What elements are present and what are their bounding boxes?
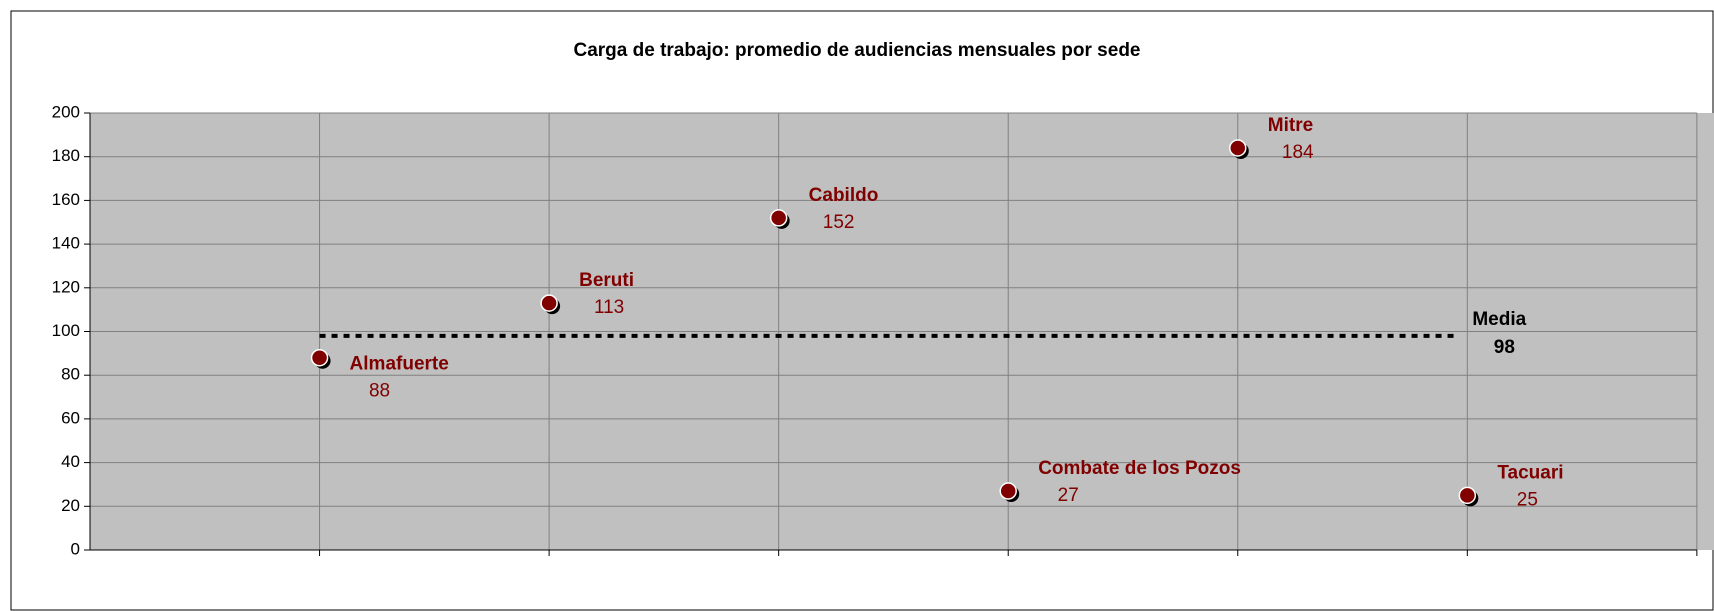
y-tick-label: 20 bbox=[61, 496, 80, 515]
point bbox=[1229, 139, 1247, 157]
point-name: Tacuari bbox=[1497, 462, 1563, 483]
point-value: 113 bbox=[594, 297, 624, 318]
point bbox=[310, 348, 329, 367]
point bbox=[1458, 486, 1477, 505]
chart-title: Carga de trabajo: promedio de audiencias… bbox=[573, 40, 1140, 61]
y-tick-label: 60 bbox=[61, 408, 80, 427]
mean-label: Media bbox=[1472, 309, 1526, 330]
point-value: 88 bbox=[369, 381, 390, 402]
point bbox=[769, 209, 788, 227]
point-name: Almafuerte bbox=[350, 354, 449, 375]
y-tick-label: 100 bbox=[52, 321, 80, 340]
y-tick-label: 180 bbox=[52, 146, 80, 165]
y-tick-label: 140 bbox=[52, 234, 80, 253]
y-tick-label: 160 bbox=[52, 190, 80, 209]
point-value: 152 bbox=[823, 212, 855, 233]
point-value: 27 bbox=[1058, 485, 1079, 506]
point-value: 184 bbox=[1282, 142, 1314, 163]
y-tick-label: 0 bbox=[71, 539, 80, 558]
y-tick-label: 200 bbox=[52, 102, 80, 121]
point-name: Mitre bbox=[1268, 115, 1313, 136]
point-name: Combate de los Pozos bbox=[1038, 458, 1241, 479]
point-name: Beruti bbox=[579, 270, 634, 291]
point-name: Cabildo bbox=[809, 185, 879, 206]
point-value: 25 bbox=[1517, 489, 1538, 510]
point bbox=[999, 482, 1017, 500]
y-tick-label: 120 bbox=[52, 277, 80, 296]
y-tick-label: 80 bbox=[61, 365, 80, 384]
point bbox=[540, 294, 558, 312]
y-tick-label: 40 bbox=[61, 452, 80, 471]
mean-value: 98 bbox=[1494, 337, 1515, 358]
